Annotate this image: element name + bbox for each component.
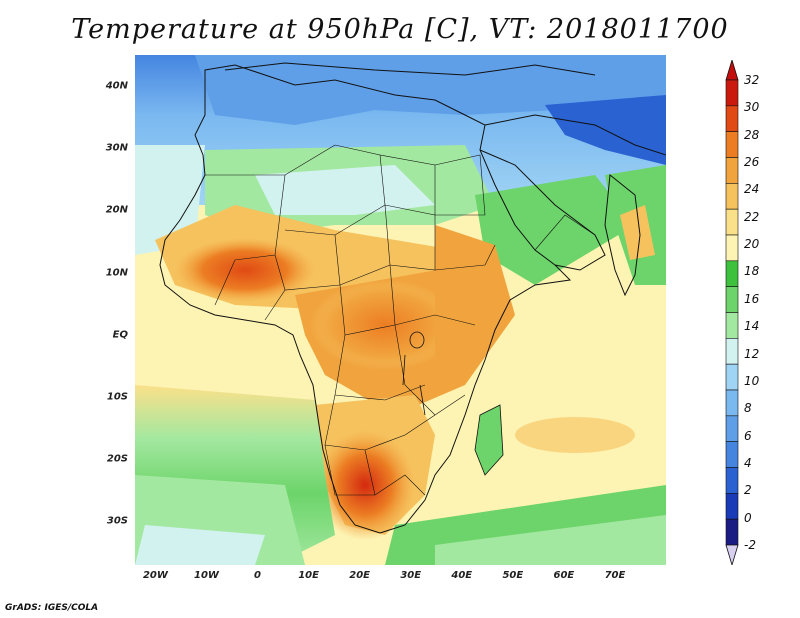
colorbar-segment: [725, 260, 739, 287]
lat-tick-label: 30S: [106, 515, 128, 527]
colorbar-level-label: 18: [744, 264, 760, 279]
lat-tick-label: EQ: [112, 329, 128, 341]
lat-tick-label: 40N: [105, 80, 128, 92]
colorbar-level-label: -2: [744, 538, 756, 552]
lon-tick-label: 70E: [604, 570, 626, 581]
colorbar-segment: [725, 312, 739, 339]
coastlines: [159, 62, 666, 534]
temperature-map: [135, 55, 666, 565]
madagascar: [474, 404, 504, 476]
colorbar-level-label: 20: [744, 237, 760, 252]
colorbar-level-label: 26: [744, 155, 760, 170]
colorbar-segment: [725, 389, 739, 417]
colorbar-segment: [725, 157, 739, 184]
colorbar-level-label: 6: [744, 428, 752, 443]
east-africa-warm: [435, 225, 515, 385]
arabia-region: [475, 175, 635, 285]
lon-tick-label: 20E: [349, 570, 371, 581]
south-indian-pale: [435, 515, 666, 565]
colorbar-segment: [725, 234, 739, 262]
border-segment: [334, 334, 426, 401]
sahara-cool-center: [255, 165, 435, 215]
colorbar-level-label: 32: [744, 73, 760, 87]
colorbar-level-label: 14: [744, 319, 760, 334]
colorbar-segment: [725, 363, 739, 391]
lon-tick-label: 0: [254, 570, 262, 581]
colorbar-segment: [725, 183, 739, 210]
colorbar-level-label: 24: [744, 182, 760, 197]
congo-hot-spot: [310, 280, 460, 370]
lon-tick-label: 10W: [193, 570, 219, 581]
colorbar-segment: [725, 467, 739, 494]
colorbar-segment: [725, 493, 739, 520]
colorbar-level-label: 16: [744, 291, 760, 306]
border-segment: [389, 264, 396, 326]
border-segment: [534, 214, 596, 251]
lat-tick-label: 20N: [105, 204, 128, 216]
colorbar-segment: [725, 105, 739, 132]
lon-tick-label: 40E: [451, 570, 473, 581]
border-segment: [214, 259, 236, 306]
colorbar-segment: [725, 208, 739, 236]
lat-tick-label: 30N: [105, 142, 128, 154]
colorbar-over-triangle: [725, 58, 739, 81]
colorbar-level-label: 28: [744, 127, 760, 142]
colorbar-segment: [725, 79, 739, 107]
south-atlantic-pale: [135, 525, 265, 565]
colorbar-level-label: 22: [744, 209, 760, 224]
colorbar-level-label: 30: [744, 100, 760, 115]
lake-tanganyika: [402, 354, 406, 386]
lon-tick-label: 10E: [298, 570, 319, 581]
border-segment: [379, 154, 436, 216]
colorbar-segment: [725, 415, 739, 442]
colorbar-segment: [725, 338, 739, 365]
lon-tick-label: 30E: [400, 570, 422, 581]
colorbar-segment: [725, 131, 739, 158]
lat-tick-label: 10N: [105, 267, 128, 279]
lon-tick-label: 20W: [142, 570, 168, 581]
asia-coastline: [484, 114, 666, 156]
map-title: Temperature at 950hPa [C], VT: 201801170…: [71, 14, 729, 45]
colorbar-under-triangle: [725, 544, 739, 567]
colorbar-segment: [725, 286, 739, 313]
kalahari-hot-spot: [315, 430, 415, 540]
country-borders: [205, 144, 596, 496]
colorbar-segment: [725, 518, 739, 546]
colorbar-svg: [725, 58, 739, 567]
india-coastline: [604, 174, 641, 297]
india-warm-region: [620, 205, 655, 260]
colorbar-level-label: 8: [744, 401, 752, 416]
lake-victoria: [409, 331, 425, 349]
colorbar-level-label: 12: [744, 346, 760, 361]
lat-tick-label: 10S: [106, 391, 128, 403]
border-segment: [434, 244, 496, 271]
lon-tick-label: 60E: [553, 570, 575, 581]
colorbar-level-label: 4: [744, 455, 752, 470]
lake-malawi: [419, 384, 426, 416]
border-segment: [264, 289, 286, 321]
border-segment: [394, 324, 466, 416]
lakes: [402, 331, 426, 416]
credit-text: GrADS: IGES/COLA: [5, 603, 99, 613]
colorbar-level-label: 10: [744, 373, 760, 388]
europe-coastline: [224, 62, 596, 76]
colorbar-level-label: 2: [744, 483, 752, 498]
lon-tick-label: 50E: [502, 570, 524, 581]
indian-ocean-warm-patch: [515, 417, 635, 453]
lat-tick-label: 20S: [106, 453, 128, 465]
sahel-hot-spot: [175, 238, 315, 302]
colorbar-segment: [725, 441, 739, 468]
colorbar: [722, 58, 772, 567]
africa-coastline: [159, 64, 572, 534]
colorbar-level-label: 0: [744, 510, 752, 525]
border-segment: [364, 449, 376, 496]
border-segment: [384, 204, 436, 271]
temperature-map-svg: [135, 55, 666, 565]
border-segment: [434, 154, 486, 216]
